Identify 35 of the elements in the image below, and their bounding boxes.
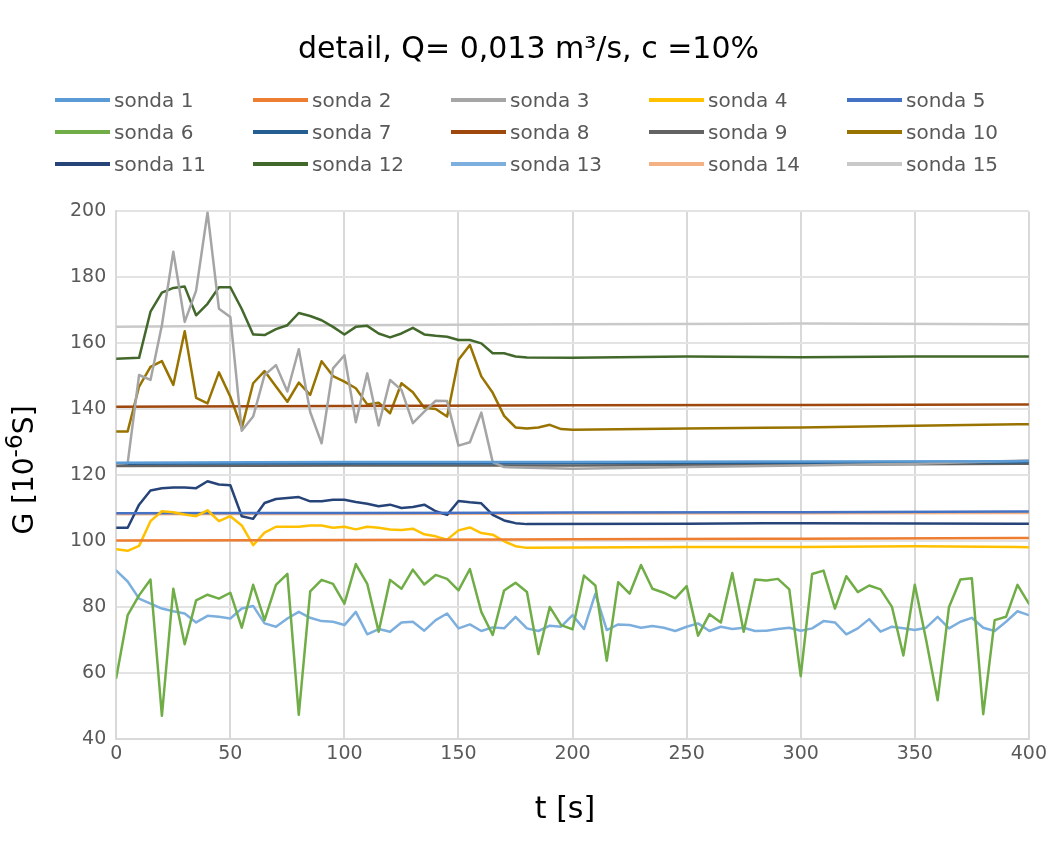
y-tick-label: 160: [70, 330, 107, 353]
x-tick-label: 50: [218, 740, 243, 763]
y-tick-label: 120: [70, 462, 107, 485]
legend-label: sonda 7: [312, 120, 392, 144]
x-tick-label: 0: [110, 740, 123, 763]
y-tick-label: 40: [82, 726, 107, 749]
y-tick-label: 140: [70, 396, 107, 419]
legend-label: sonda 6: [114, 120, 194, 144]
y-tick-label: 180: [70, 264, 107, 287]
legend-label: sonda 11: [114, 152, 207, 176]
x-tick-label: 150: [440, 740, 477, 763]
x-tick-label: 400: [1010, 740, 1047, 763]
legend-label: sonda 2: [312, 88, 392, 112]
legend-label: sonda 9: [708, 120, 788, 144]
x-tick-label: 250: [668, 740, 705, 763]
legend-label: sonda 12: [312, 152, 405, 176]
y-tick-label: 200: [70, 198, 107, 221]
x-tick-label: 350: [896, 740, 933, 763]
legend-label: sonda 4: [708, 88, 788, 112]
x-tick-label: 300: [782, 740, 819, 763]
x-axis-title: t [s]: [533, 790, 597, 825]
legend-label: sonda 3: [510, 88, 590, 112]
legend-label: sonda 13: [510, 152, 603, 176]
legend-label: sonda 14: [708, 152, 801, 176]
legend-label: sonda 8: [510, 120, 590, 144]
legend-label: sonda 10: [906, 120, 999, 144]
legend-label: sonda 5: [906, 88, 986, 112]
x-tick-label: 100: [326, 740, 363, 763]
y-tick-label: 60: [82, 660, 107, 683]
legend-label: sonda 15: [906, 152, 999, 176]
y-tick-label: 100: [70, 528, 107, 551]
chart-title: detail, Q= 0,013 m³/s, c =10%: [297, 30, 760, 65]
x-tick-label: 200: [554, 740, 591, 763]
y-tick-label: 80: [82, 594, 107, 617]
legend-label: sonda 1: [114, 88, 194, 112]
